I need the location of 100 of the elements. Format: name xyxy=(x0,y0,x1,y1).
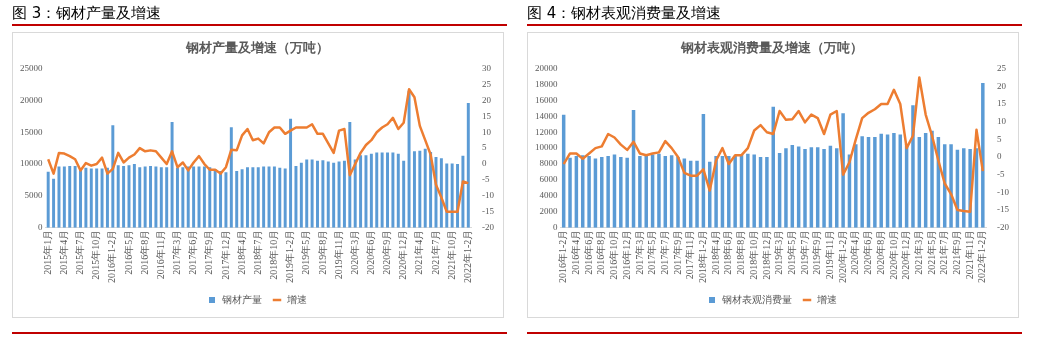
bar xyxy=(337,161,341,228)
bar xyxy=(380,152,384,228)
bar xyxy=(746,153,750,228)
bar xyxy=(68,165,72,228)
bar xyxy=(930,130,934,228)
bar xyxy=(423,148,427,228)
bar xyxy=(695,160,699,228)
y-tick-label: 25000 xyxy=(20,62,43,73)
bar xyxy=(396,153,400,228)
bar xyxy=(305,159,309,228)
y2-tick-label: 10 xyxy=(482,126,492,137)
legend-label: 增速 xyxy=(816,293,837,305)
x-tick-label: 2020年9月 xyxy=(381,229,393,275)
x-tick-label: 2018年4月 xyxy=(235,229,247,275)
x-tick-label: 2021年4月 xyxy=(413,229,425,275)
bar xyxy=(369,153,373,228)
bar xyxy=(981,82,985,228)
bar xyxy=(375,152,379,228)
bar xyxy=(727,156,731,228)
bar xyxy=(202,166,206,228)
bar xyxy=(733,156,737,228)
bar xyxy=(625,157,629,228)
y-tick-label: 10000 xyxy=(20,158,43,169)
x-tick-label: 2019年1-2月 xyxy=(284,229,296,284)
x-tick-label: 2019年11月 xyxy=(332,229,344,280)
bar xyxy=(122,165,126,228)
x-tick-label: 2016年8月 xyxy=(138,229,150,275)
x-tick-label: 2020年12月 xyxy=(397,229,409,280)
y-tick-label: 12000 xyxy=(535,126,558,137)
y-tick-label: 20000 xyxy=(535,62,558,73)
x-tick-label: 2020年4月 xyxy=(849,229,861,275)
y2-tick-label: 25 xyxy=(997,62,1007,73)
bar xyxy=(89,168,93,228)
legend-label: 钢材产量 xyxy=(221,293,262,305)
x-tick-label: 2017年7月 xyxy=(658,229,670,275)
x-tick-label: 2021年10月 xyxy=(445,229,457,280)
x-tick-label: 2021年11月 xyxy=(963,229,975,280)
y-tick-label: 4000 xyxy=(539,190,558,201)
bar xyxy=(299,162,303,228)
bar xyxy=(262,166,266,228)
x-tick-label: 2017年6月 xyxy=(187,229,199,275)
bar xyxy=(638,156,642,228)
y-tick-label: 2000 xyxy=(539,206,558,217)
bar xyxy=(854,144,858,228)
x-tick-label: 2020年10月 xyxy=(887,229,899,280)
x-tick-label: 2018年4月 xyxy=(709,229,721,275)
bar xyxy=(278,167,282,228)
y2-tick-label: 5 xyxy=(997,133,1002,144)
bar xyxy=(359,155,363,228)
chart-title: 图 3：钢材产量及增速 xyxy=(12,3,163,24)
bar xyxy=(873,137,877,228)
x-tick-label: 2021年7月 xyxy=(938,229,950,275)
bar xyxy=(159,167,163,228)
y2-tick-label: -15 xyxy=(997,204,1010,215)
bar xyxy=(229,127,233,228)
x-tick-label: 2018年7月 xyxy=(251,229,263,275)
x-tick-label: 2015年1月 xyxy=(41,229,53,275)
x-tick-label: 2020年3月 xyxy=(348,229,360,275)
bar xyxy=(450,163,454,228)
y-tick-label: 15000 xyxy=(20,126,43,137)
x-tick-label: 2016年11月 xyxy=(154,229,166,280)
x-tick-label: 2016年8月 xyxy=(595,229,607,275)
bar xyxy=(208,167,212,228)
bar xyxy=(165,167,169,228)
bar xyxy=(283,168,287,228)
x-tick-label: 2016年1-2月 xyxy=(557,229,569,284)
x-tick-label: 2021年7月 xyxy=(429,229,441,275)
x-tick-label: 2017年11月 xyxy=(684,229,696,280)
bar xyxy=(149,165,153,228)
x-tick-label: 2021年5月 xyxy=(925,229,937,275)
bar xyxy=(62,166,66,228)
y2-tick-label: 0 xyxy=(997,151,1002,162)
x-tick-label: 2018年10月 xyxy=(268,229,280,280)
y2-tick-label: 15 xyxy=(997,98,1007,109)
bar xyxy=(402,160,406,228)
y-tick-label: 5000 xyxy=(24,190,43,201)
bar xyxy=(835,148,839,228)
bar xyxy=(784,148,788,228)
bar xyxy=(765,156,769,228)
x-tick-label: 2019年9月 xyxy=(811,229,823,275)
bar xyxy=(803,148,807,228)
bar xyxy=(412,151,416,228)
bar xyxy=(272,166,276,228)
bar xyxy=(619,156,623,228)
bar xyxy=(962,148,966,228)
bar xyxy=(342,160,346,228)
bar xyxy=(143,166,147,228)
bar xyxy=(752,154,756,228)
x-tick-label: 2019年5月 xyxy=(785,229,797,275)
bar xyxy=(105,167,109,228)
x-tick-label: 2017年5月 xyxy=(646,229,658,275)
x-tick-label: 2018年6月 xyxy=(722,229,734,275)
bar xyxy=(466,102,470,228)
bar xyxy=(391,152,395,228)
y2-tick-label: -10 xyxy=(997,186,1010,197)
bar xyxy=(251,167,255,228)
bar xyxy=(256,167,260,228)
bar xyxy=(587,156,591,228)
bar xyxy=(192,166,196,228)
y2-tick-label: 5 xyxy=(482,142,487,153)
